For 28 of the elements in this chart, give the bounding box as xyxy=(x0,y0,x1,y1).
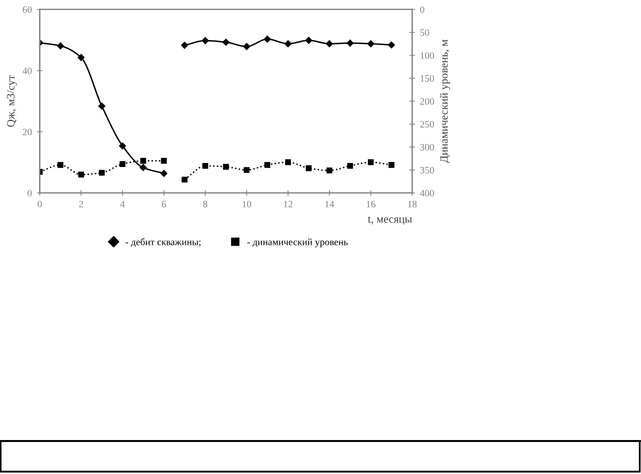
y2-axis-title: Динамический уровень, м xyxy=(440,40,450,163)
y2-tick-label: 150 xyxy=(420,75,434,82)
y-tick-label: 60 xyxy=(22,6,32,13)
x-tick-label: 8 xyxy=(203,200,208,208)
y2-tick-label: 200 xyxy=(420,98,434,105)
y2-tick-label: 50 xyxy=(420,29,430,36)
x-tick-label: 0 xyxy=(38,200,42,208)
x-tick-label: 12 xyxy=(284,200,292,208)
x-tick-label: 14 xyxy=(325,200,334,208)
y-tick-label: 0 xyxy=(28,190,32,196)
y2-tick-label: 100 xyxy=(420,52,434,59)
x-tick-label: 16 xyxy=(366,200,376,208)
y2-tick-label: 250 xyxy=(420,121,434,128)
y-axis-title: Qж, м3/сут xyxy=(7,75,17,127)
y2-tick-label: 300 xyxy=(420,144,434,151)
y2-tick-label: 350 xyxy=(420,166,434,174)
x-axis-title: t, месяцы xyxy=(368,216,412,225)
x-tick-label: 4 xyxy=(120,200,125,208)
x-tick-label: 6 xyxy=(162,200,166,208)
x-tick-label: 2 xyxy=(79,200,84,208)
x-tick-label: 10 xyxy=(242,200,252,208)
x-tick-label: 18 xyxy=(408,200,417,208)
y-tick-label: 20 xyxy=(22,128,32,136)
legend-label: - дебит скважины; xyxy=(126,238,200,248)
y-tick-label: 40 xyxy=(22,68,32,74)
y2-tick-label: 400 xyxy=(420,190,434,196)
y2-tick-label: 0 xyxy=(420,6,424,13)
legend-label: - динамический уровень xyxy=(247,238,348,248)
